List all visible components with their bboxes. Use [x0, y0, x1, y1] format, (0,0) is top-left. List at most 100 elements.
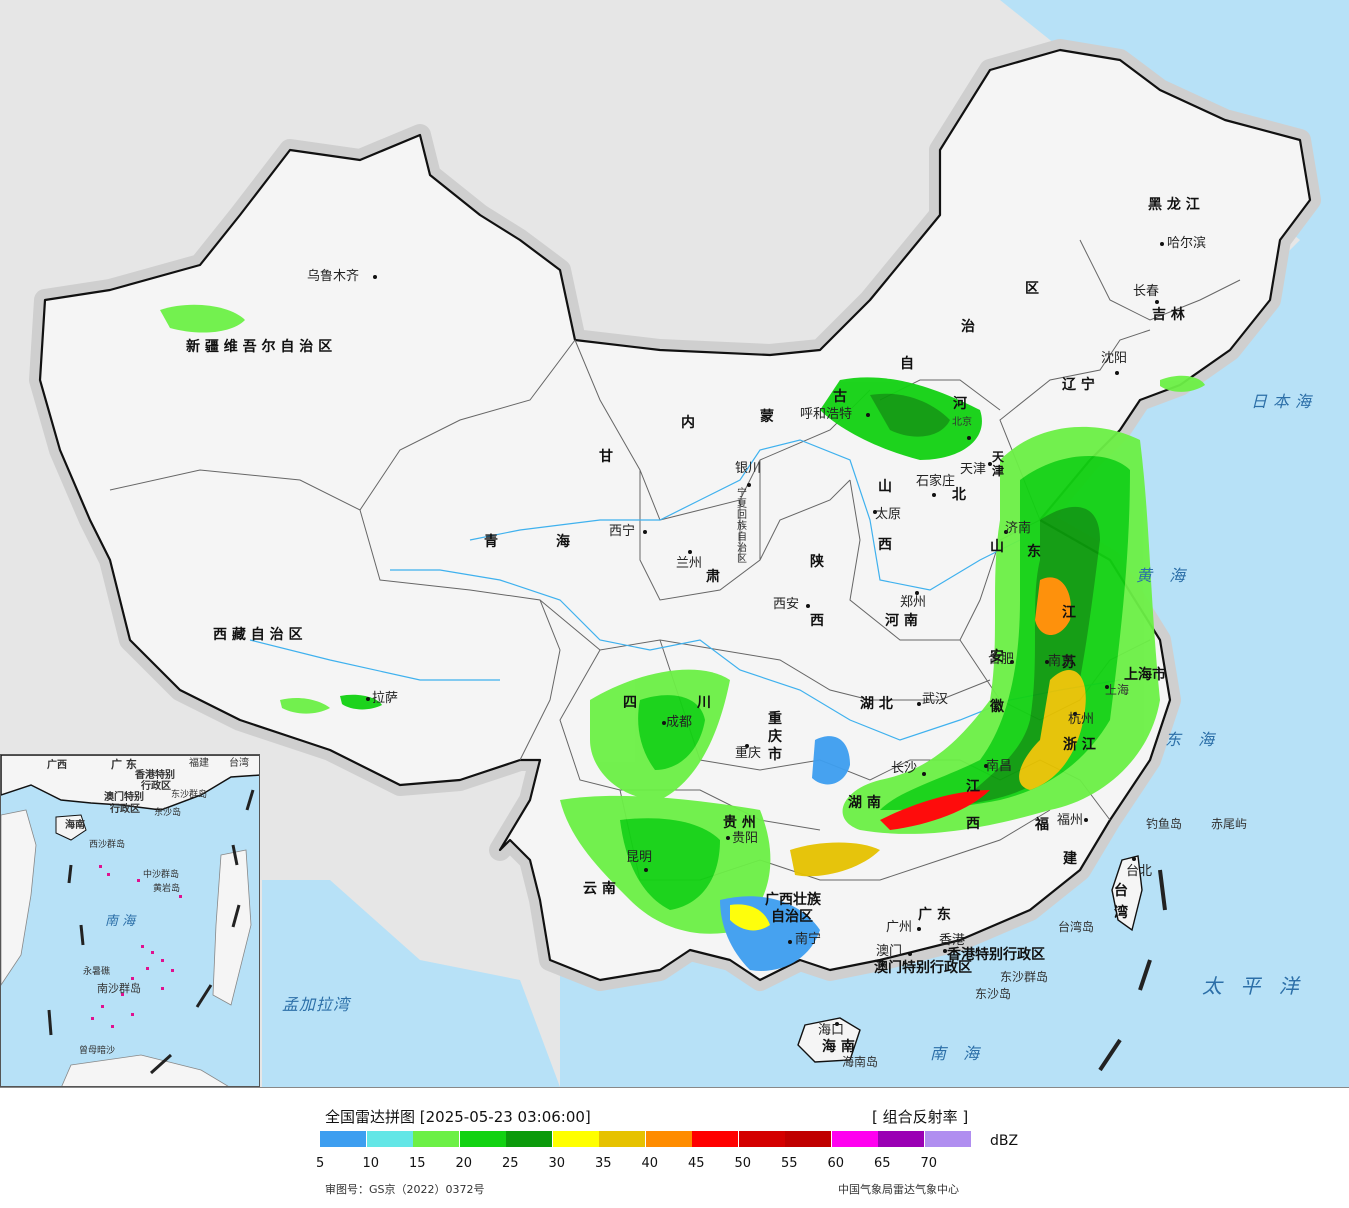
province-sichuan-1: 四 [623, 695, 637, 711]
city-dot [1105, 685, 1109, 689]
city-tianjin: 天津 [960, 462, 987, 477]
province-jilin: 吉 林 [1152, 307, 1185, 323]
province-hebei-2: 北 [952, 487, 966, 503]
province-fujian-2: 建 [1063, 851, 1077, 867]
color-swatch [785, 1131, 831, 1147]
city-dot [943, 949, 947, 953]
inset-hainan [55, 814, 87, 841]
city-dot [1004, 530, 1008, 534]
inset-land-west [1, 809, 37, 986]
radar-map: 新 疆 维 吾 尔 自 治 区 西 藏 自 治 区 青 海 甘 内 蒙 古 自 … [0, 0, 1349, 1088]
province-gansu-2: 肃 [706, 569, 720, 585]
taiwan-land [1111, 855, 1143, 932]
province-hubei: 湖 北 [860, 696, 893, 712]
city-dot [688, 550, 692, 554]
city-wuhan: 武汉 [922, 692, 949, 707]
city-changsha: 长沙 [891, 761, 918, 776]
province-neimenggu-5: 治 [961, 319, 975, 335]
inset-land-east [212, 849, 252, 1006]
color-swatch [320, 1131, 366, 1147]
inset-huangyan: 黄岩岛 [153, 884, 181, 894]
province-henan: 河 南 [885, 613, 918, 629]
city-xining: 西宁 [609, 524, 636, 539]
province-shandong-1: 山 [990, 539, 1004, 555]
province-shanxi-1: 山 [878, 479, 892, 495]
city-lhasa: 拉萨 [372, 691, 399, 706]
province-anhui: 安 徽 [990, 649, 1004, 715]
color-scale-tick: 60 [827, 1156, 845, 1171]
province-macao: 澳门特别行政区 [874, 960, 972, 976]
province-guizhou: 贵 州 [723, 815, 756, 831]
city-changchun: 长春 [1133, 284, 1160, 299]
city-dot [866, 413, 870, 417]
province-shaanxi-1: 陕 [810, 554, 824, 570]
inset-zengmu: 曾母暗沙 [79, 1046, 116, 1056]
color-scale-tick: 5 [316, 1156, 325, 1171]
city-dot [915, 591, 919, 595]
sea-yellow: 黄 海 [1136, 566, 1192, 585]
city-urumqi: 乌鲁木齐 [307, 269, 360, 284]
legend-title: 全国雷达拼图 [2025-05-23 03:06:00] [325, 1108, 591, 1126]
province-neimenggu-3: 古 [833, 389, 847, 405]
inset-nansha: 南沙群岛 [97, 982, 141, 995]
city-dot [932, 493, 936, 497]
city-dot [373, 275, 377, 279]
hainan-land [797, 1017, 861, 1063]
city-dot [806, 604, 810, 608]
province-shaanxi-2: 西 [810, 613, 824, 629]
sea-pacific: 太 平 洋 [1202, 974, 1305, 998]
sea-japan: 日本海 [1251, 392, 1318, 411]
color-swatch [366, 1131, 413, 1147]
city-dot [1010, 660, 1014, 664]
color-scale-tick: 25 [502, 1156, 519, 1171]
city-kunming: 昆明 [626, 850, 653, 865]
color-scale-tick: 45 [688, 1156, 705, 1171]
province-neimenggu-2: 蒙 [760, 409, 774, 425]
inset-zhongsha: 中沙群岛 [143, 870, 180, 880]
city-dot [726, 836, 730, 840]
city-taiyuan: 太原 [875, 507, 902, 522]
color-swatch [459, 1131, 506, 1147]
color-scale-tick: 30 [548, 1156, 566, 1171]
legend-product: [ 组合反射率 ] [872, 1108, 969, 1126]
city-shanghai: 上海 [1105, 683, 1130, 697]
province-guangxi-2: 自治区 [771, 909, 813, 925]
inset-canvas [1, 755, 259, 1086]
city-dot [1073, 712, 1077, 716]
color-scale-tick: 10 [362, 1156, 380, 1171]
inset-fujian: 福建 [189, 758, 209, 769]
city-dot [1160, 242, 1164, 246]
city-dot [644, 868, 648, 872]
province-neimenggu-4: 自 [900, 356, 914, 372]
color-scale-tick: 15 [409, 1156, 426, 1171]
inset-hongkong-1: 香港特别 [135, 770, 175, 781]
color-swatch [506, 1131, 552, 1147]
province-fujian-1: 福 [1035, 817, 1049, 833]
province-xizang: 西 藏 自 治 区 [213, 627, 303, 643]
city-dot [988, 462, 992, 466]
city-jinan: 济南 [1005, 521, 1032, 536]
province-shanxi-2: 西 [878, 537, 892, 553]
province-hainan: 海 南 [822, 1039, 855, 1055]
city-yinchuan: 银川 [735, 461, 762, 476]
inset-xisha: 西沙群岛 [89, 840, 126, 850]
city-dot [908, 952, 912, 956]
province-guangxi-1: 广西壮族 [765, 892, 821, 908]
island-diaoyu: 钓鱼岛 [1146, 817, 1183, 831]
city-lanzhou: 兰州 [676, 556, 703, 571]
city-macao: 澳门 [876, 944, 903, 959]
province-jiangxi-1: 江 [966, 779, 980, 795]
province-yunnan: 云 南 [583, 881, 616, 897]
island-chiwei: 赤尾屿 [1211, 817, 1248, 831]
province-xinjiang: 新 疆 维 吾 尔 自 治 区 [186, 339, 333, 355]
city-beijing: 北京 [952, 417, 972, 428]
city-hohhot: 呼和浩特 [800, 407, 853, 422]
city-dot [1155, 300, 1159, 304]
province-ningxia: 宁夏回族自治区 [737, 488, 747, 565]
province-zhejiang: 浙 江 [1063, 737, 1096, 753]
city-dot [1045, 660, 1049, 664]
legend-panel: 全国雷达拼图 [2025-05-23 03:06:00] [ 组合反射率 ] d… [0, 1088, 1349, 1208]
province-shandong-2: 东 [1027, 544, 1041, 560]
color-scale-tick: 20 [455, 1156, 473, 1171]
city-dot [745, 744, 749, 748]
